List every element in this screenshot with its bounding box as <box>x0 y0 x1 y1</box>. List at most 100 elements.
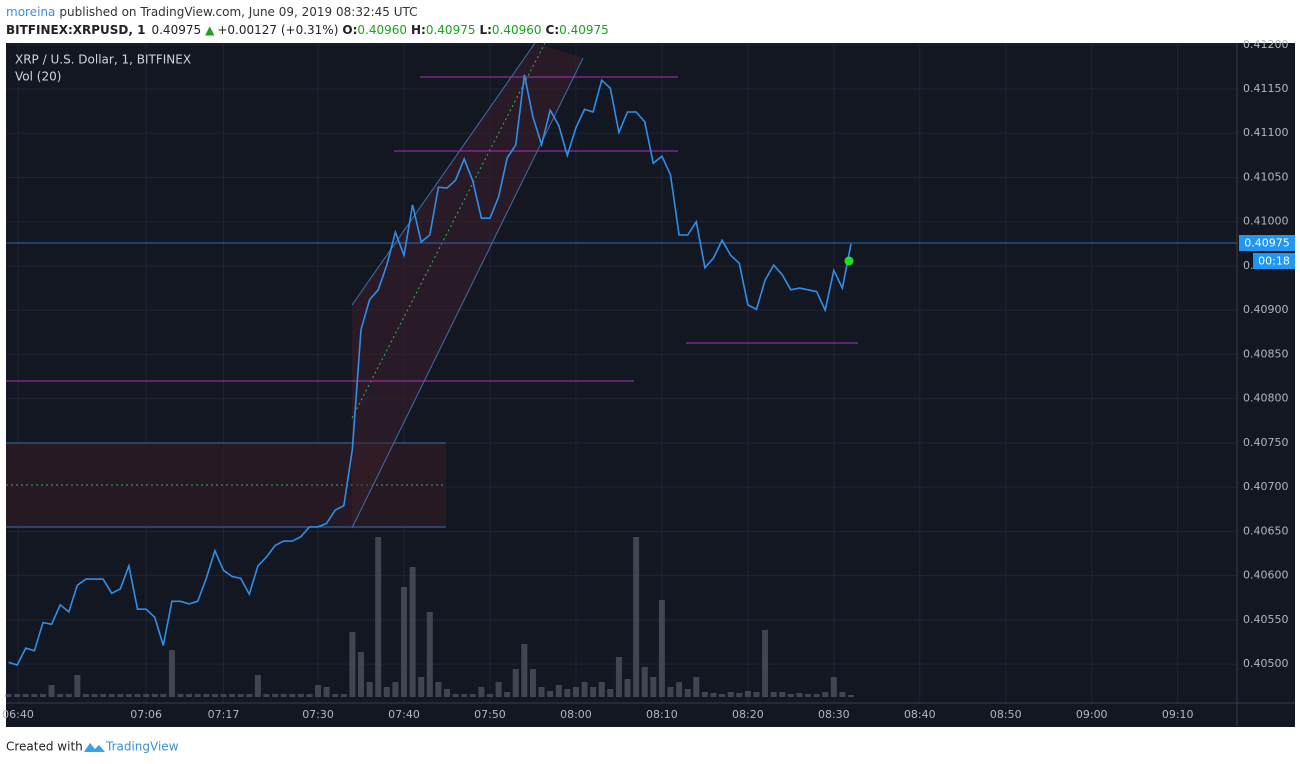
volume-bar <box>461 694 468 697</box>
volume-bar <box>65 694 72 697</box>
volume-bar <box>74 675 81 697</box>
volume-bar <box>31 694 38 697</box>
volume-bar <box>529 669 536 697</box>
volume-bar <box>160 694 167 697</box>
ohlc-line: BITFINEX:XRPUSD, 1 0.40975 ▲ +0.00127 (+0.3… <box>6 23 609 37</box>
volume-bar <box>624 679 631 697</box>
volume-bar <box>315 685 322 697</box>
high: 0.40975 <box>426 23 476 37</box>
volume-bar <box>306 694 313 697</box>
price-box-label: 0.40975 <box>1244 237 1290 250</box>
channel <box>352 43 583 528</box>
countdown-box <box>1253 253 1295 269</box>
footer-brand[interactable]: TradingView <box>105 740 179 754</box>
volume-bar <box>280 694 287 697</box>
volume-bar <box>486 694 493 697</box>
volume-bar <box>254 675 261 697</box>
close: 0.40975 <box>559 23 609 37</box>
volume-bar <box>297 694 304 697</box>
volume-bar <box>555 685 562 697</box>
high-label: H: <box>411 23 426 37</box>
x-tick-label: 08:30 <box>818 708 850 721</box>
logo <box>84 743 105 752</box>
volume-bar <box>770 692 777 697</box>
volume-bar <box>848 695 855 697</box>
x-tick-label: 07:17 <box>208 708 240 721</box>
volume-bar <box>117 694 124 697</box>
volume-bar <box>48 685 55 697</box>
volume-bar <box>753 692 760 697</box>
volume-bar <box>39 694 46 697</box>
y-tick-label: 0.40900 <box>1243 303 1289 316</box>
volume-bar <box>108 694 115 697</box>
volume-bar <box>564 689 571 697</box>
volume-bar <box>143 694 150 697</box>
volume-bar <box>426 612 433 697</box>
volume-bar <box>667 687 674 697</box>
x-tick-label: 07:40 <box>388 708 420 721</box>
volume-bar <box>100 694 107 697</box>
author[interactable]: moreina <box>6 5 55 19</box>
volume-bar <box>263 694 270 697</box>
volume-bar <box>5 694 12 697</box>
volume-bar <box>839 692 846 697</box>
volume-bar <box>744 691 751 697</box>
volume-bar <box>177 694 184 697</box>
volume-bar <box>91 694 98 697</box>
up-arrow: ▲ <box>205 23 215 37</box>
volume-bar <box>168 650 175 697</box>
volume-bar <box>211 694 218 697</box>
y-tick-label: 0.40650 <box>1243 524 1289 537</box>
volume-bar <box>57 694 64 697</box>
volume-bar <box>151 694 158 697</box>
volume-bar <box>693 677 700 697</box>
axes: 0.41200 0.41150 0.41100 0.41050 0.41000 0.409… <box>2 38 1288 721</box>
volume-bar <box>521 644 528 697</box>
channel-mid <box>351 42 546 419</box>
open-label: O: <box>342 23 357 37</box>
countdown: 00:18 <box>1258 255 1290 268</box>
volume-bar <box>615 657 622 697</box>
volume-bar <box>581 682 588 697</box>
volume-bar <box>796 693 803 697</box>
volume-bar <box>323 687 330 697</box>
close-label: C: <box>546 23 560 37</box>
volume-bar <box>237 694 244 697</box>
y-tick-label: 0.41200 <box>1243 38 1289 51</box>
footer-text: Created with <box>6 740 83 754</box>
y-tick-label: 0.41100 <box>1243 126 1289 139</box>
volume-bar <box>443 689 450 697</box>
channel-line <box>351 42 536 306</box>
price-line <box>8 74 852 666</box>
volume-bar <box>607 689 614 697</box>
plot <box>5 74 855 697</box>
y-tick-label: 0.40550 <box>1243 613 1289 626</box>
volume-bar <box>779 692 786 697</box>
chart-background <box>6 43 1295 727</box>
volume-bar <box>452 694 459 697</box>
volume-bar <box>401 587 408 697</box>
x-tick-label: 08:50 <box>990 708 1022 721</box>
volume-bar <box>512 669 519 697</box>
volume-bar <box>830 677 837 697</box>
x-tick-label: 07:30 <box>302 708 334 721</box>
volume-bar <box>375 537 382 697</box>
volume-bar <box>547 691 554 697</box>
volume-bar <box>710 693 717 697</box>
y-tick-label: 0.40700 <box>1243 480 1289 493</box>
low: 0.40960 <box>492 23 542 37</box>
volume-bar <box>504 692 511 697</box>
volume-bar <box>349 632 356 697</box>
volume-bar <box>134 694 141 697</box>
x-tick-label: 09:00 <box>1076 708 1108 721</box>
volume-bar <box>495 682 502 697</box>
volume-bar <box>409 567 416 697</box>
x-tick-label: 06:40 <box>2 708 34 721</box>
price-box <box>1239 235 1295 251</box>
volume-bar <box>805 694 812 697</box>
volume-bar <box>822 692 829 697</box>
volume-bar <box>676 682 683 697</box>
marker <box>844 256 854 266</box>
x-tick-label: 07:06 <box>130 708 162 721</box>
volume-bar <box>701 692 708 697</box>
